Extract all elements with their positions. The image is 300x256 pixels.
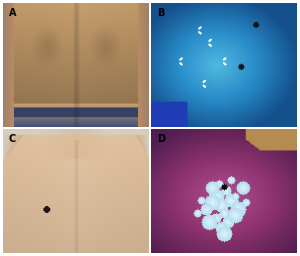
- Text: A: A: [9, 7, 16, 17]
- Text: D: D: [157, 134, 165, 144]
- Text: C: C: [9, 134, 16, 144]
- Text: B: B: [157, 7, 165, 17]
